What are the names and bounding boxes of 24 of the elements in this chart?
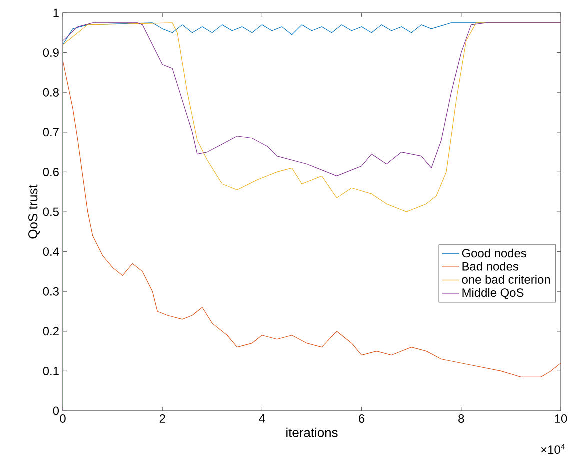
x-tick-label: 4 — [259, 414, 266, 423]
legend-label: Bad nodes — [462, 262, 519, 271]
text: ×10$^{4}$ — [541, 444, 566, 454]
x-tick-label: 10 — [555, 414, 568, 423]
y-tick-label: 0.6 — [43, 168, 59, 176]
legend-label: Middle QoS — [462, 288, 524, 300]
y-tick-label: 0.9 — [43, 48, 59, 58]
x-tick-label: 8 — [458, 414, 464, 423]
y-tick-label: 0.7 — [43, 128, 59, 137]
y-tick-label: 0.8 — [43, 88, 59, 97]
y-tick-label: 1 — [54, 8, 59, 18]
y-tick-label: 0.3 — [43, 287, 59, 296]
y-tick-label: 0.2 — [43, 327, 59, 336]
y-tick-label: 0.4 — [43, 248, 60, 256]
legend-label: one bad criterion — [462, 275, 550, 284]
x-axis-title: iterations — [286, 428, 338, 438]
y-tick-label: 0.1 — [43, 366, 59, 376]
legend-label: Good nodes — [462, 248, 526, 258]
x-tick-label: 2 — [160, 414, 166, 423]
x-tick-label: 0 — [60, 414, 66, 423]
y-tick-label: 0.5 — [43, 208, 59, 216]
y-tick-label: 0 — [53, 406, 60, 416]
x-tick-label: 6 — [359, 414, 365, 423]
y-axis-title: QoS trust — [28, 184, 40, 239]
